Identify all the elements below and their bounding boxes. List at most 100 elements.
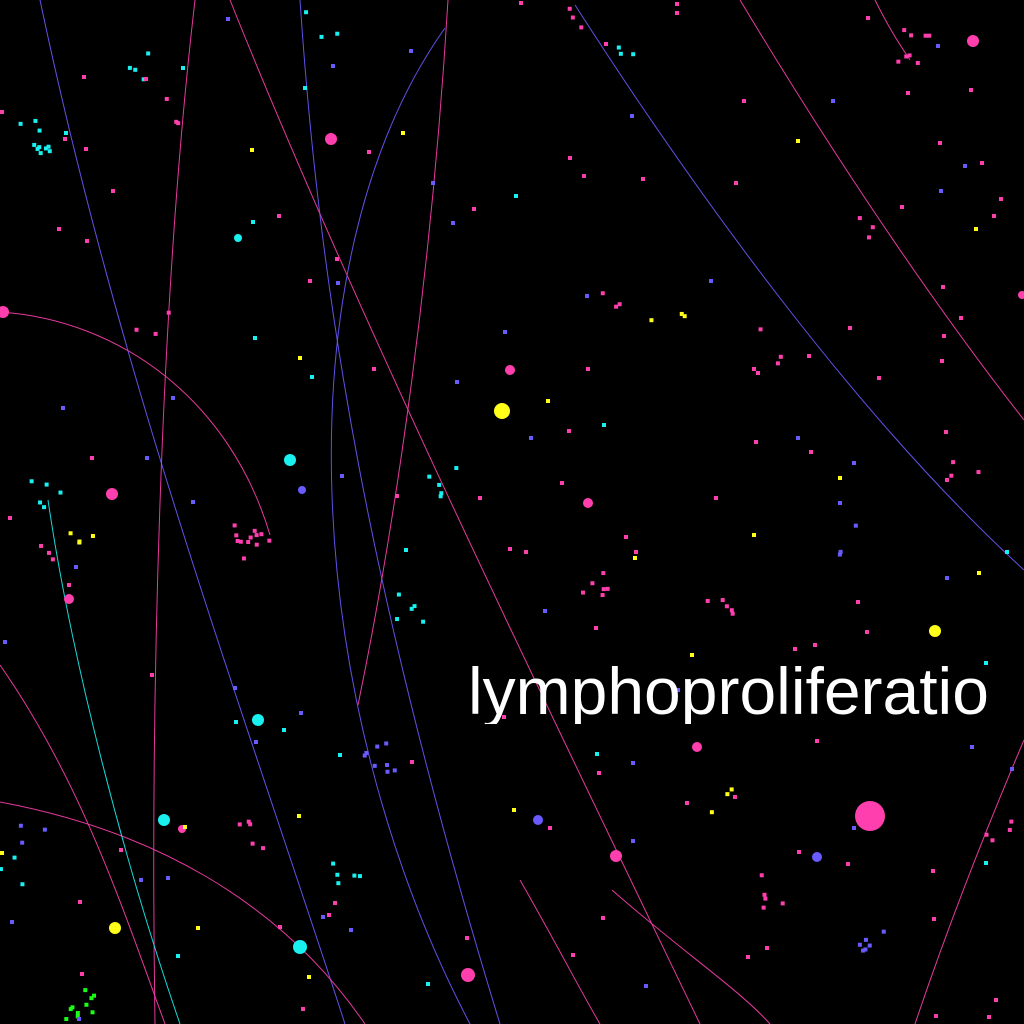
speck <box>815 739 819 743</box>
speck <box>676 688 680 692</box>
speck <box>333 901 337 905</box>
speck <box>765 946 769 950</box>
speck <box>89 996 94 1001</box>
glow-dot <box>158 814 170 826</box>
speck <box>134 327 139 332</box>
speck <box>455 380 459 384</box>
speck <box>299 711 303 715</box>
trail-curve <box>0 664 166 1024</box>
speck <box>759 873 764 878</box>
speck <box>896 59 901 64</box>
trail-curve <box>0 311 271 536</box>
speck <box>853 523 858 528</box>
speck <box>581 590 586 595</box>
speck <box>524 550 528 554</box>
trail-curve <box>39 0 346 1024</box>
speck <box>594 626 598 630</box>
speck <box>0 851 4 855</box>
speck <box>514 194 518 198</box>
speck <box>624 535 628 539</box>
speck <box>877 376 881 380</box>
speck <box>733 795 737 799</box>
speck <box>75 1014 80 1019</box>
speck <box>796 139 800 143</box>
speck <box>951 460 956 465</box>
speck <box>84 147 88 151</box>
speck <box>478 496 482 500</box>
speck <box>831 99 835 103</box>
glow-dot <box>293 940 307 954</box>
glow-dot <box>855 801 885 831</box>
speck <box>349 928 353 932</box>
speck <box>837 552 842 557</box>
speck <box>685 801 689 805</box>
speck <box>754 440 758 444</box>
speck <box>226 17 230 21</box>
speck <box>335 257 339 261</box>
speck <box>796 436 800 440</box>
speck <box>945 576 949 580</box>
speck <box>133 67 138 72</box>
speck <box>709 279 713 283</box>
speck <box>508 547 512 551</box>
speck <box>571 953 575 957</box>
speck <box>338 753 342 757</box>
speck <box>310 375 314 379</box>
glow-dot <box>0 306 9 318</box>
speck <box>762 892 767 897</box>
speck <box>85 239 89 243</box>
speck <box>682 314 687 319</box>
speck <box>915 60 920 65</box>
speck <box>454 466 459 471</box>
speck <box>938 141 942 145</box>
speck <box>248 535 253 540</box>
speck <box>18 823 23 828</box>
speck <box>84 1002 89 1007</box>
trail-curve <box>229 0 701 1024</box>
speck <box>176 954 180 958</box>
speck <box>939 189 943 193</box>
speck <box>942 334 946 338</box>
speck <box>999 197 1003 201</box>
speck <box>336 281 340 285</box>
speck <box>976 470 981 475</box>
speck <box>529 436 533 440</box>
trail-curve <box>611 889 771 1024</box>
speck <box>934 1014 938 1018</box>
speck <box>0 110 4 114</box>
speck <box>909 33 914 38</box>
speck <box>617 302 622 307</box>
speck <box>730 611 735 616</box>
speck <box>601 587 606 592</box>
speck <box>714 496 718 500</box>
speck <box>119 848 123 852</box>
trail-curve <box>299 0 501 1024</box>
glow-dot <box>533 815 543 825</box>
speck <box>427 474 432 479</box>
speck <box>634 550 638 554</box>
glow-dot <box>252 714 264 726</box>
speck <box>1007 827 1012 832</box>
speck <box>974 227 978 231</box>
speck <box>560 481 564 485</box>
speck <box>439 491 444 496</box>
speck <box>321 915 325 919</box>
speck <box>234 533 239 538</box>
speck <box>57 227 61 231</box>
speck <box>758 327 763 332</box>
speck <box>734 181 738 185</box>
speck <box>282 728 286 732</box>
speck <box>852 826 856 830</box>
speck <box>77 539 82 544</box>
trail-curve <box>357 0 449 706</box>
speck <box>746 955 750 959</box>
speck <box>254 542 259 547</box>
speck <box>246 540 251 545</box>
glow-dot <box>929 625 941 637</box>
glow-dot <box>298 486 306 494</box>
speck <box>1009 819 1014 824</box>
glow-dot <box>64 594 74 604</box>
speck <box>171 396 175 400</box>
speck <box>319 34 324 39</box>
